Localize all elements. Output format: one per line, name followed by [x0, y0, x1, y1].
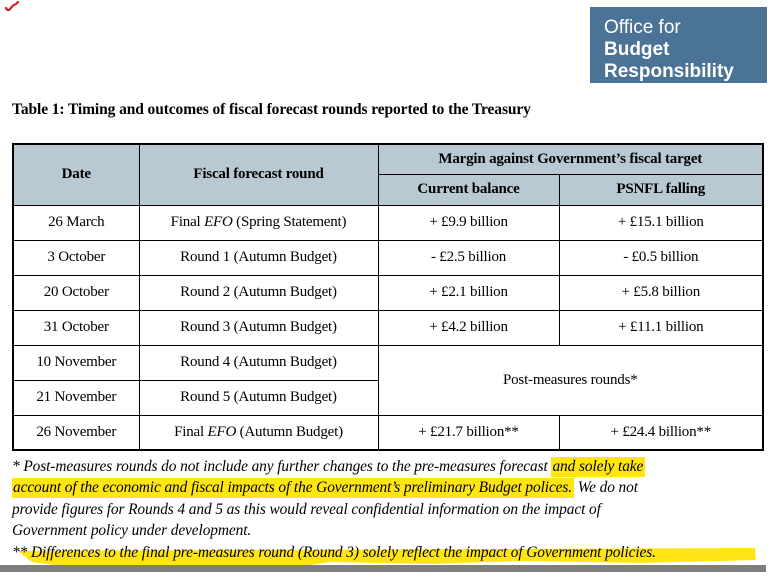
cell-date: 10 November	[12, 344, 140, 381]
cell-round: Round 1 (Autumn Budget)	[138, 239, 379, 276]
table-row: 3 October Round 1 (Autumn Budget) - £2.5…	[12, 239, 764, 276]
cell-current-balance: + £21.7 billion**	[377, 414, 560, 451]
cell-date: 21 November	[12, 379, 140, 416]
header-row-1: Date Fiscal forecast round Margin agains…	[12, 143, 764, 206]
footnotes: * Post-measures rounds do not include an…	[12, 456, 768, 563]
cell-psnfl: + £24.4 billion**	[558, 414, 764, 451]
cell-round: Final EFO (Autumn Budget)	[138, 414, 379, 451]
fiscal-forecast-table: Date Fiscal forecast round Margin agains…	[12, 143, 765, 451]
bottom-gray-bar	[0, 565, 766, 572]
col-header-fiscal-round: Fiscal forecast round	[138, 143, 379, 206]
table-row: 10 November Round 4 (Autumn Budget) Post…	[12, 344, 764, 416]
cell-date: 20 October	[12, 274, 140, 311]
table-row: 26 November Final EFO (Autumn Budget) + …	[12, 414, 764, 451]
cell-current-balance: + £2.1 billion	[377, 274, 560, 311]
highlighted-text: and solely take	[551, 457, 646, 477]
col-header-psnfl-falling: PSNFL falling	[558, 173, 764, 206]
table-row: 20 October Round 2 (Autumn Budget) + £2.…	[12, 274, 764, 311]
footnote-1-line-1: * Post-measures rounds do not include an…	[12, 457, 646, 477]
logo-line-2: Budget	[604, 39, 670, 60]
cell-round: Final EFO (Spring Statement)	[138, 204, 379, 241]
logo-line-1: Office for	[604, 17, 681, 38]
cell-round: Round 3 (Autumn Budget)	[138, 309, 379, 346]
table-row: 21 November Round 5 (Autumn Budget)	[12, 379, 763, 416]
obr-logo: Office for Budget Responsibility	[590, 7, 767, 83]
col-header-date: Date	[12, 143, 140, 206]
cell-psnfl: + £15.1 billion	[558, 204, 764, 241]
cell-psnfl: - £0.5 billion	[558, 239, 764, 276]
cell-round: Round 4 (Autumn Budget)	[138, 344, 379, 381]
highlighted-text: account of the economic and fiscal impac…	[12, 478, 575, 499]
cell-date: 26 March	[12, 204, 140, 241]
header-row-2: Current balance PSNFL falling	[13, 173, 764, 206]
cell-current-balance: + £9.9 billion	[377, 204, 560, 241]
cell-psnfl: + £11.1 billion	[558, 309, 764, 346]
table-title: Table 1: Timing and outcomes of fiscal f…	[12, 101, 531, 118]
cell-psnfl: + £5.8 billion	[558, 274, 764, 311]
cell-date: 31 October	[12, 309, 140, 346]
cell-current-balance: - £2.5 billion	[377, 239, 560, 276]
table-row: 26 March Final EFO (Spring Statement) + …	[12, 204, 764, 241]
footnote-1-line-2: account of the economic and fiscal impac…	[12, 478, 638, 499]
logo-line-3: Responsibility	[604, 61, 734, 82]
cell-round: Round 2 (Autumn Budget)	[138, 274, 379, 311]
cell-current-balance: + £4.2 billion	[377, 309, 560, 346]
col-header-current-balance: Current balance	[377, 173, 560, 206]
footnote-1-line-3: provide figures for Rounds 4 and 5 as th…	[12, 500, 601, 518]
cell-round: Round 5 (Autumn Budget)	[138, 379, 379, 416]
footnote-1-line-4: Government policy under development.	[12, 522, 252, 540]
cell-date: 26 November	[12, 414, 140, 451]
footnote-2: ** Differences to the final pre-measures…	[12, 543, 656, 561]
red-pen-mark-icon	[4, 0, 20, 14]
cell-date: 3 October	[12, 239, 140, 276]
col-header-margin-group: Margin against Government’s fiscal targe…	[377, 143, 764, 175]
table-row: 31 October Round 3 (Autumn Budget) + £4.…	[12, 309, 764, 346]
cell-post-measures-merged: Post-measures rounds*	[377, 344, 764, 416]
highlighter-stroke	[0, 543, 772, 573]
